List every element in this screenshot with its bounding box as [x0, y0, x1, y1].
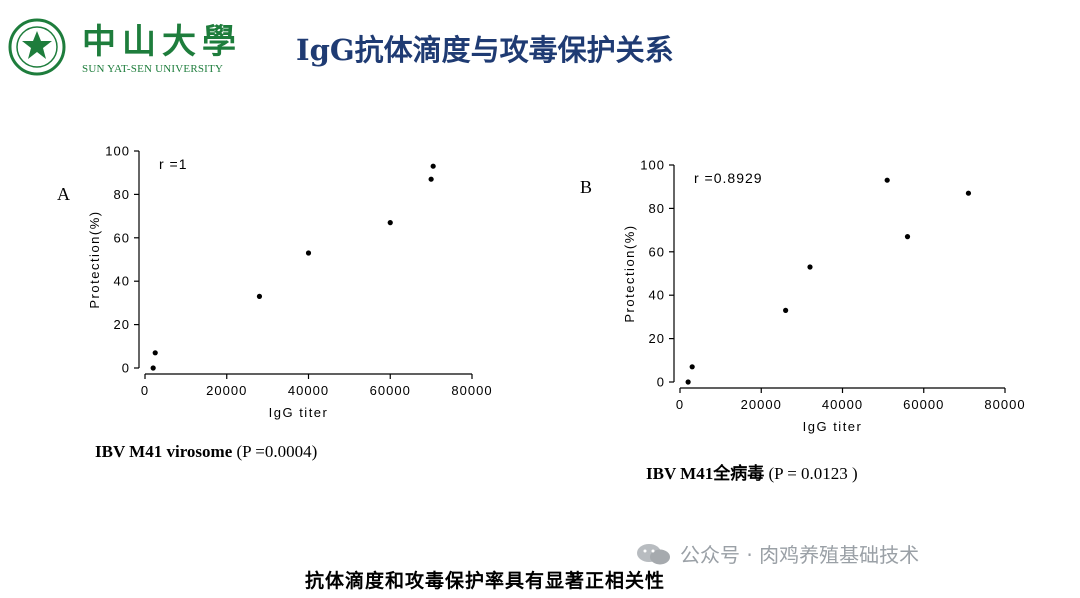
- chart-a-point: [152, 350, 158, 356]
- chart-a-x-tick-label: 20000: [206, 383, 247, 398]
- chart-a-y-tick-label: 80: [114, 187, 130, 202]
- chart-a-x-tick-label: 80000: [451, 383, 492, 398]
- chart-b-y-tick-label: 40: [649, 288, 665, 303]
- panel-a-letter: A: [57, 184, 70, 204]
- chart-b-x-axis-label: IgG titer: [803, 419, 863, 434]
- chart-a-x-tick-label: 40000: [288, 383, 329, 398]
- chart-b-point: [685, 379, 691, 385]
- caption-b: IBV M41全病毒 (P = 0.0123 ): [646, 459, 858, 484]
- caption-a: IBV M41 virosome (P =0.0004): [95, 442, 317, 462]
- chart-b-point: [689, 364, 695, 370]
- panel-b-letter: B: [580, 177, 593, 197]
- chart-a-y-axis-label: Protection(%): [87, 210, 102, 308]
- chart-a-point: [430, 163, 436, 169]
- chart-b-x-tick-label: 0: [676, 397, 684, 412]
- chart-b-point: [904, 234, 911, 240]
- chart-a-x-axis-label: IgG titer: [269, 405, 329, 420]
- chart-b-x-tick-label: 40000: [822, 397, 863, 412]
- chart-b-x-tick-label: 60000: [903, 397, 944, 412]
- chart-a-x-tick-label: 60000: [370, 383, 411, 398]
- chart-a-y-tick-label: 100: [105, 144, 130, 159]
- chart-b-y-tick-label: 0: [657, 375, 665, 390]
- chart-b-y-tick-label: 20: [649, 331, 665, 346]
- chart-b-y-tick-label: 80: [649, 201, 665, 216]
- caption-a-main: IBV M41 virosome: [95, 442, 233, 461]
- logo-chinese-name: 中山大學: [82, 22, 242, 62]
- chart-a-point: [150, 365, 156, 371]
- chart-a-point: [256, 293, 263, 299]
- chart-a-point: [428, 176, 434, 182]
- watermark: 公众号 · 肉鸡养殖基础技术: [636, 539, 919, 568]
- chart-b-point: [884, 177, 890, 183]
- wechat-icon: [637, 543, 670, 564]
- chart-b-point: [965, 190, 972, 196]
- chart-b-point: [783, 307, 789, 313]
- chart-a-y-tick-label: 20: [114, 317, 130, 332]
- chart-a-y-tick-label: 60: [114, 230, 130, 245]
- chart-a-point: [305, 250, 312, 256]
- chart-b-y-tick-label: 100: [640, 158, 665, 173]
- university-seal-icon: [8, 18, 66, 76]
- chart-b-correlation-annotation: r =0.8929: [694, 170, 763, 186]
- chart-a-y-tick-label: 40: [114, 274, 130, 289]
- chart-b-y-axis-label: Protection(%): [622, 224, 637, 322]
- chart-b-x-tick-label: 20000: [741, 397, 782, 412]
- chart-b-y-tick-label: 60: [649, 244, 665, 259]
- chart-b-point: [807, 264, 813, 270]
- logo-english-name: SUN YAT-SEN UNIVERSITY: [82, 63, 224, 75]
- caption-b-p: (P = 0.0123 ): [768, 464, 858, 483]
- chart-a-correlation-annotation: r =1: [159, 156, 188, 172]
- chart-b-x-tick-label: 80000: [984, 397, 1025, 412]
- caption-a-p: (P =0.0004): [236, 442, 318, 461]
- chart-a-point: [387, 220, 393, 226]
- page-title: IgG抗体滴度与攻毒保护关系: [296, 33, 674, 67]
- conclusion-text: 抗体滴度和攻毒保护率具有显著正相关性: [305, 570, 666, 592]
- chart-a-x-tick-label: 0: [141, 383, 149, 398]
- caption-b-main: IBV M41全病毒: [646, 464, 765, 483]
- chart-a-y-tick-label: 0: [122, 361, 130, 376]
- university-logo: 中山大學 SUN YAT-SEN UNIVERSITY: [6, 14, 236, 84]
- watermark-text: 公众号 · 肉鸡养殖基础技术: [680, 543, 920, 567]
